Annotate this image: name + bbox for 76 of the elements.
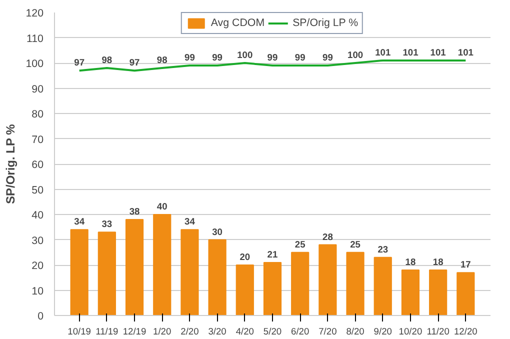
- x-tick-label: 4/20: [236, 326, 254, 336]
- bar: [401, 270, 420, 316]
- x-tick-label: 3/20: [208, 326, 226, 336]
- data-label: 100: [348, 50, 364, 60]
- bar: [180, 229, 199, 316]
- bar: [70, 229, 88, 316]
- bar: [346, 252, 364, 316]
- x-tick-label: 12/20: [454, 326, 478, 336]
- data-label: 21: [267, 249, 278, 260]
- data-label: 18: [432, 257, 444, 268]
- data-label: 23: [378, 244, 388, 254]
- data-label: 34: [184, 216, 196, 227]
- data-label: 18: [405, 257, 416, 268]
- x-tick-label: 10/20: [398, 326, 422, 336]
- bar: [291, 252, 310, 316]
- bar: [263, 262, 282, 316]
- x-tick-label: 6/20: [291, 326, 310, 336]
- data-label: 20: [240, 252, 250, 262]
- x-tick-label: 9/20: [374, 326, 392, 336]
- data-label: 101: [375, 47, 391, 58]
- data-label: 100: [237, 50, 253, 60]
- y-tick-label: 120: [26, 8, 44, 20]
- legend-label: Avg CDOM: [210, 17, 265, 29]
- bar: [236, 264, 254, 316]
- y-tick-label: 40: [32, 210, 44, 222]
- data-label: 101: [402, 47, 418, 58]
- y-tick-label: 80: [32, 108, 44, 120]
- data-label: 25: [294, 239, 306, 250]
- x-tick-label: 2/20: [180, 326, 199, 336]
- y-tick-label: 50: [32, 184, 44, 196]
- bar: [153, 214, 172, 316]
- y-tick-label: 70: [32, 134, 44, 146]
- y-tick-label: 100: [26, 58, 44, 70]
- data-label: 38: [129, 206, 140, 217]
- data-label: 98: [102, 55, 112, 66]
- data-label: 99: [322, 52, 333, 63]
- data-label: 33: [102, 219, 112, 230]
- data-label: 101: [458, 47, 474, 58]
- x-tick-label: 1/20: [153, 326, 172, 336]
- bar: [125, 219, 144, 316]
- bar: [98, 232, 116, 316]
- bar: [374, 256, 392, 316]
- data-label: 97: [74, 58, 85, 68]
- data-label: 99: [184, 52, 195, 63]
- x-tick-label: 12/19: [122, 326, 146, 336]
- y-tick-label: 110: [26, 32, 44, 45]
- y-tick-label: 10: [32, 285, 44, 298]
- y-tick-label: 20: [32, 260, 44, 272]
- data-label: 99: [267, 52, 278, 63]
- legend-label: SP/Orig LP %: [292, 17, 358, 29]
- y-axis-title: SP/Orig. LP %: [4, 124, 18, 204]
- x-tick-label: 7/20: [318, 326, 337, 336]
- bar: [456, 272, 475, 316]
- y-tick-label: 60: [32, 159, 44, 171]
- x-tick-label: 11/19: [96, 326, 118, 336]
- data-label: 30: [212, 226, 223, 237]
- data-label: 99: [212, 52, 223, 63]
- data-label: 28: [322, 232, 333, 242]
- data-label: 25: [350, 239, 360, 250]
- x-tick-label: 8/20: [346, 326, 364, 336]
- data-label: 17: [460, 260, 471, 270]
- y-tick-label: 0: [38, 310, 44, 322]
- y-tick-label: 90: [32, 83, 44, 96]
- x-tick-label: 11/20: [426, 326, 450, 336]
- data-label: 99: [294, 52, 306, 63]
- data-label: 98: [156, 55, 168, 66]
- bar: [318, 244, 337, 316]
- x-tick-label: 10/19: [68, 326, 92, 336]
- bar: [208, 239, 226, 316]
- data-label: 97: [129, 58, 140, 68]
- y-tick-label: 30: [32, 234, 44, 247]
- bar: [429, 270, 448, 316]
- data-label: 40: [156, 202, 168, 212]
- data-label: 101: [430, 47, 446, 58]
- x-tick-label: 5/20: [263, 326, 282, 336]
- data-label: 34: [74, 216, 86, 227]
